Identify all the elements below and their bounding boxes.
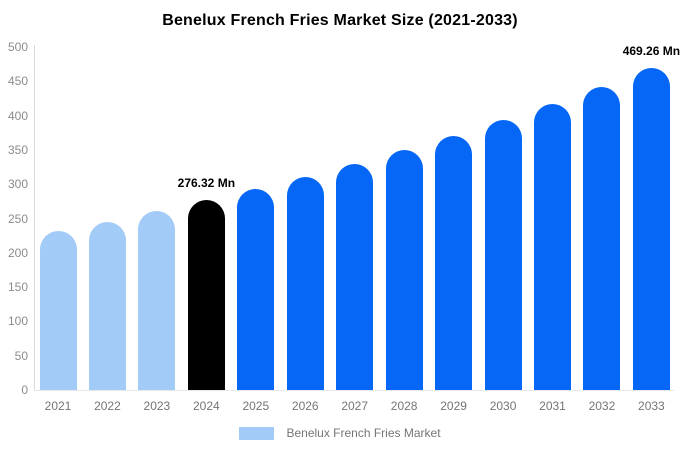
x-tick-2025: 2025 xyxy=(242,399,270,413)
data-label-2024: 276.32 Mn xyxy=(177,176,236,191)
y-tick-400: 400 xyxy=(7,108,28,123)
bar-2026[interactable] xyxy=(286,176,324,390)
x-axis-baseline xyxy=(34,390,674,391)
bar-2023[interactable] xyxy=(138,211,176,390)
x-tick-2021: 2021 xyxy=(44,399,72,413)
legend-label: Benelux French Fries Market xyxy=(286,426,441,440)
legend[interactable]: Benelux French Fries Market xyxy=(0,426,680,440)
bar-2029[interactable] xyxy=(435,135,473,390)
x-tick-2031: 2031 xyxy=(539,399,566,413)
x-tick-2028: 2028 xyxy=(390,399,418,413)
bar-2032[interactable] xyxy=(583,86,621,390)
legend-swatch xyxy=(239,426,275,440)
bar-2022[interactable] xyxy=(88,221,126,390)
bar-2030[interactable] xyxy=(484,120,522,390)
y-tick-300: 300 xyxy=(7,177,28,192)
chart-title: Benelux French Fries Market Size (2021-2… xyxy=(162,12,518,29)
x-tick-2022: 2022 xyxy=(94,399,121,413)
y-tick-100: 100 xyxy=(7,314,28,329)
y-tick-150: 150 xyxy=(7,280,28,295)
bar-2027[interactable] xyxy=(336,163,374,390)
bar-2024[interactable] xyxy=(187,200,225,390)
x-tick-2026: 2026 xyxy=(291,399,319,413)
x-tick-2032: 2032 xyxy=(588,399,616,413)
bar-2033[interactable] xyxy=(632,68,670,390)
bar-2021[interactable] xyxy=(39,231,77,390)
y-tick-350: 350 xyxy=(7,142,28,157)
y-tick-50: 50 xyxy=(14,348,28,363)
x-tick-2033: 2033 xyxy=(638,399,665,413)
x-tick-2024: 2024 xyxy=(192,399,220,413)
x-tick-2027: 2027 xyxy=(341,399,369,413)
y-axis-line xyxy=(34,45,35,391)
x-tick-2029: 2029 xyxy=(440,399,467,413)
y-tick-0: 0 xyxy=(21,383,28,397)
bar-2031[interactable] xyxy=(534,103,571,390)
bar-2025[interactable] xyxy=(237,188,275,390)
y-tick-200: 200 xyxy=(7,245,28,260)
bar-2028[interactable] xyxy=(385,150,423,390)
y-tick-450: 450 xyxy=(7,74,28,89)
y-tick-250: 250 xyxy=(7,211,28,226)
data-label-2033: 469.26 Mn xyxy=(622,44,680,59)
x-tick-2030: 2030 xyxy=(489,399,517,413)
y-tick-500: 500 xyxy=(7,40,28,54)
x-tick-2023: 2023 xyxy=(143,399,171,413)
